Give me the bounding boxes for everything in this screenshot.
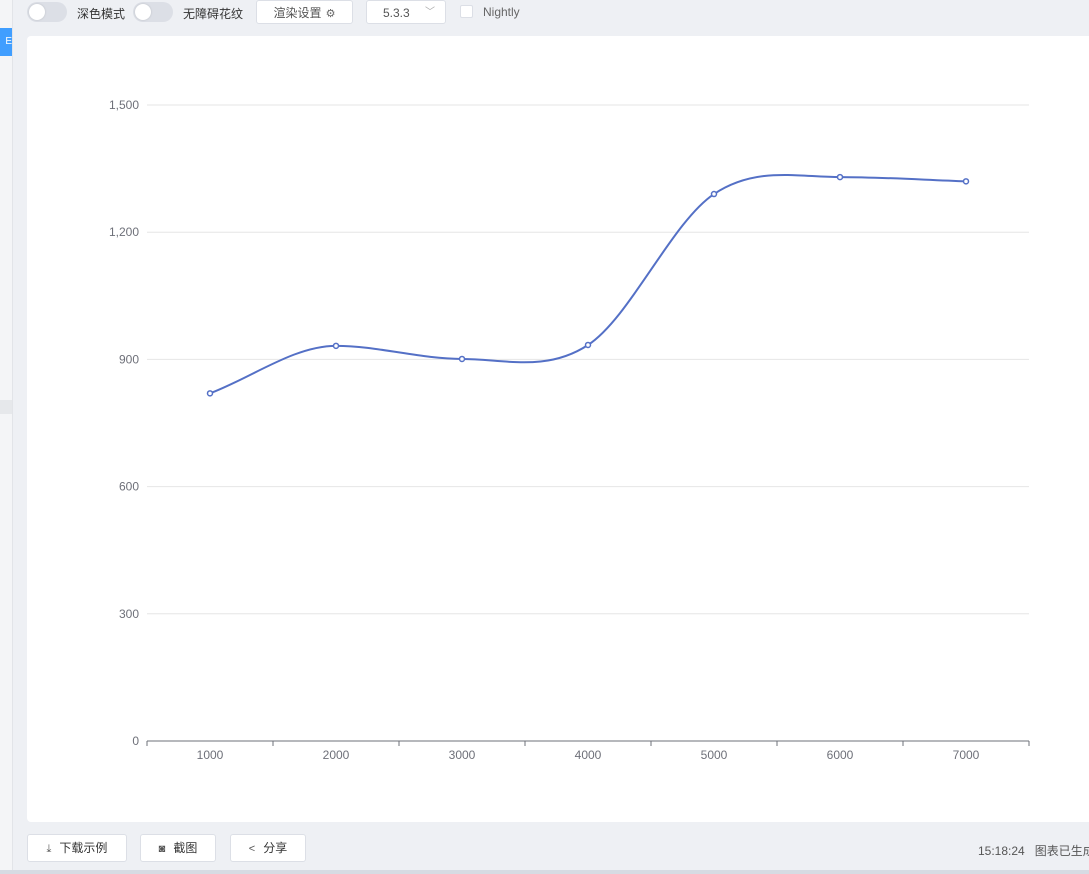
download-label: 下载示例 <box>59 841 108 855</box>
data-point <box>332 342 340 350</box>
chart-panel: 0 300 600 900 1,200 1,500 1000 2000 3000 4000 5000… <box>27 36 1089 822</box>
line-chart: 0 300 600 900 1,200 1,500 1000 2000 3000 4000 5000… <box>109 98 1030 762</box>
dark-mode-switch[interactable] <box>27 2 67 22</box>
data-point <box>710 190 718 198</box>
status-message: 图表已生成 <box>1034 844 1089 858</box>
decal-switch[interactable] <box>133 2 173 22</box>
data-point <box>584 341 592 349</box>
y-tick-label: 1,200 <box>109 225 139 239</box>
series-line <box>209 173 967 395</box>
left-sidebar-strip: E <box>0 0 13 874</box>
x-tick-label: 5000 <box>701 748 728 762</box>
screenshot-button[interactable]: ◙ 截图 <box>140 834 216 862</box>
window-bottom-edge <box>0 870 1089 874</box>
y-tick-label: 1,500 <box>109 98 139 112</box>
nightly-label: Nightly <box>483 5 520 19</box>
screenshot-label: 截图 <box>173 841 198 855</box>
top-toolbar: 深色模式 无障碍花纹 渲染设置 ⚙ 5.3.3 ﹀ Nightly <box>12 0 1089 26</box>
sidebar-accent-tab[interactable]: E <box>0 28 12 56</box>
download-icon: ⤓ <box>46 843 52 855</box>
share-button[interactable]: < 分享 <box>230 834 306 862</box>
version-value: 5.3.3 <box>383 6 410 20</box>
gear-icon: ⚙ <box>325 8 336 20</box>
x-tick-label: 4000 <box>575 748 602 762</box>
bottom-bar: ⤓ 下载示例 ◙ 截图 < 分享 15:18:24 图表已生成 <box>12 830 1089 866</box>
switch-knob <box>29 4 45 20</box>
render-settings-button[interactable]: 渲染设置 ⚙ <box>256 0 353 24</box>
y-tick-label: 900 <box>119 352 139 366</box>
data-point <box>836 173 844 181</box>
sidebar-accent-char: E <box>5 36 12 47</box>
camera-icon: ◙ <box>158 843 166 855</box>
nightly-checkbox[interactable] <box>460 5 473 18</box>
render-settings-label: 渲染设置 <box>273 6 322 20</box>
x-tick-label: 2000 <box>323 748 350 762</box>
x-tick-label: 7000 <box>953 748 980 762</box>
x-tick-label: 3000 <box>449 748 476 762</box>
data-point <box>206 390 214 397</box>
y-tick-label: 600 <box>119 480 139 494</box>
x-tick-label: 6000 <box>827 748 854 762</box>
download-example-button[interactable]: ⤓ 下载示例 <box>27 834 127 862</box>
status-area: 15:18:24 图表已生成 <box>978 842 1089 859</box>
switch-knob <box>135 4 151 20</box>
version-select[interactable]: 5.3.3 ﹀ <box>366 0 446 24</box>
status-time: 15:18:24 <box>978 844 1025 858</box>
share-label: 分享 <box>263 841 288 855</box>
data-point <box>458 355 466 363</box>
share-icon: < <box>248 843 256 855</box>
data-point <box>962 178 970 185</box>
sidebar-active-row[interactable] <box>0 400 12 414</box>
y-tick-label: 0 <box>132 734 139 748</box>
y-tick-label: 300 <box>119 607 139 621</box>
chevron-down-icon: ﹀ <box>425 7 435 18</box>
x-tick-label: 1000 <box>197 748 224 762</box>
decal-label: 无障碍花纹 <box>183 7 244 21</box>
dark-mode-label: 深色模式 <box>77 7 126 21</box>
